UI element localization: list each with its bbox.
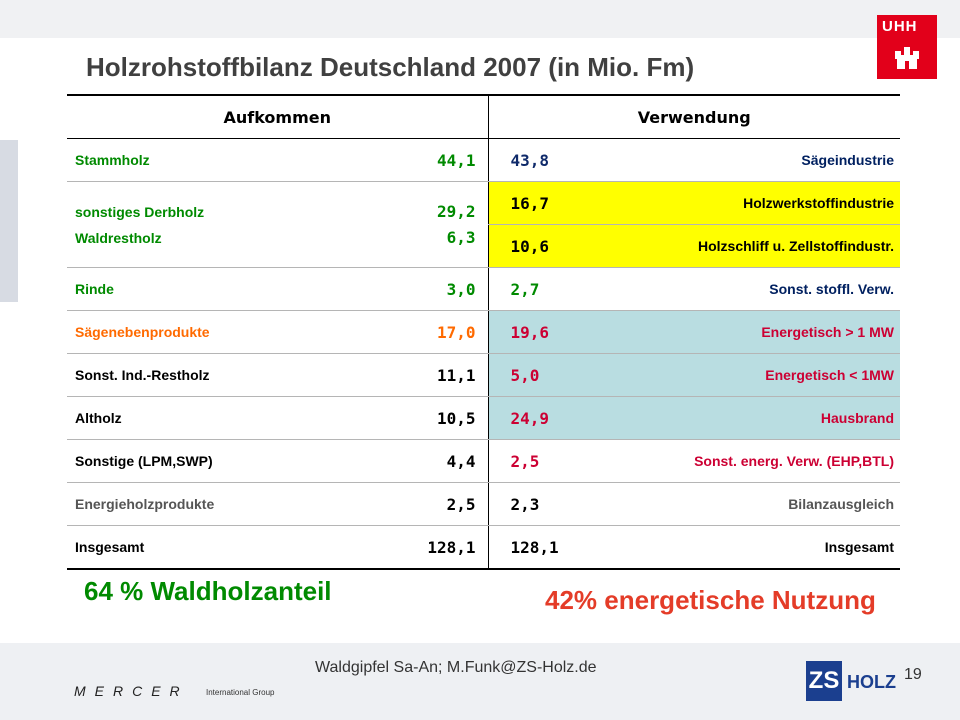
source-value: 6,3 (446, 227, 476, 247)
source-label: Sonstige (LPM,SWP) (67, 439, 292, 483)
source-label: Sonst. Ind.-Restholz (67, 353, 292, 397)
balance-table: Aufkommen Verwendung Stammholz 44,1 43,8… (67, 94, 900, 570)
table-row: Insgesamt 128,1 128,1 Insgesamt (67, 525, 900, 570)
source-value: 17,0 (292, 310, 488, 354)
use-value: 2,3 (487, 482, 582, 526)
use-label: Bilanzausgleich (582, 482, 900, 526)
uhh-logo-text: UHH (882, 18, 918, 35)
table-row: Altholz 10,5 24,9 Hausbrand (67, 396, 900, 440)
source-value: 2,5 (292, 482, 488, 526)
source-label: Waldrestholz (75, 229, 162, 246)
use-label: Hausbrand (582, 396, 900, 440)
header-aufkommen: Aufkommen (67, 94, 488, 139)
use-label: Holzschliff u. Zellstoffindustr. (582, 224, 900, 268)
uhh-logo: UHH (877, 15, 937, 79)
use-value: 5,0 (487, 353, 582, 397)
table-row: sonstiges Derbholz Waldrestholz 29,2 6,3… (67, 181, 900, 268)
castle-icon (895, 47, 919, 69)
footer-text: Waldgipfel Sa-An; M.Funk@ZS-Holz.de (315, 659, 597, 676)
use-label: Sägeindustrie (582, 138, 900, 182)
use-value: 10,6 (487, 224, 582, 268)
source-label: Stammholz (67, 138, 292, 182)
source-label-group: sonstiges Derbholz Waldrestholz (67, 181, 292, 268)
source-value: 128,1 (292, 525, 488, 570)
waldholz-share: 64 % Waldholzanteil (84, 576, 332, 606)
source-value: 3,0 (292, 267, 488, 311)
use-label: Insgesamt (582, 525, 900, 570)
source-label: Insgesamt (67, 525, 292, 570)
source-value: 11,1 (292, 353, 488, 397)
source-label: Altholz (67, 396, 292, 440)
source-value-group: 29,2 6,3 (292, 181, 488, 268)
use-label: Energetisch > 1 MW (582, 310, 900, 354)
waldholz-box: 64 % Waldholzanteil (76, 573, 396, 619)
footer-band (0, 643, 960, 720)
use-label: Sonst. stoffl. Verw. (582, 267, 900, 311)
use-value: 24,9 (487, 396, 582, 440)
source-label: Rinde (67, 267, 292, 311)
source-label: Sägenebenprodukte (67, 310, 292, 354)
use-value: 2,7 (487, 267, 582, 311)
slide-title: Holzrohstoffbilanz Deutschland 2007 (in … (86, 52, 695, 82)
table-row: 10,6 Holzschliff u. Zellstoffindustr. (67, 224, 900, 268)
use-value: 16,7 (487, 181, 582, 225)
use-value: 19,6 (487, 310, 582, 354)
table-row: Sägenebenprodukte 17,0 19,6 Energetisch … (67, 310, 900, 354)
zs-holz-logo: ZS (806, 661, 842, 701)
use-value: 128,1 (487, 525, 582, 570)
header-verwendung: Verwendung (487, 94, 900, 139)
page-number: 19 (904, 666, 922, 683)
table-row: Stammholz 44,1 43,8 Sägeindustrie (67, 138, 900, 182)
source-value: 29,2 (436, 201, 476, 221)
energetic-share: 42% energetische Nutzung (545, 585, 876, 615)
use-value: 2,5 (487, 439, 582, 483)
source-label: sonstiges Derbholz (75, 203, 205, 220)
mercer-logo-subtitle: International Group (206, 688, 275, 697)
source-value: 10,5 (292, 396, 488, 440)
source-value: 44,1 (292, 138, 488, 182)
use-label: Holzwerkstoffindustrie (582, 181, 900, 225)
table-row: Energieholzprodukte 2,5 2,3 Bilanzausgle… (67, 482, 900, 526)
table-row: Sonst. Ind.-Restholz 11,1 5,0 Energetisc… (67, 353, 900, 397)
source-label: Energieholzprodukte (67, 482, 292, 526)
use-value: 43,8 (487, 138, 582, 182)
use-label: Energetisch < 1MW (582, 353, 900, 397)
left-accent-bar (0, 140, 18, 302)
table-row: Sonstige (LPM,SWP) 4,4 2,5 Sonst. energ.… (67, 439, 900, 483)
source-value: 4,4 (292, 439, 488, 483)
mercer-logo: MERCER (74, 683, 189, 699)
use-label: Sonst. energ. Verw. (EHP,BTL) (582, 439, 900, 483)
table-row: Rinde 3,0 2,7 Sonst. stoffl. Verw. (67, 267, 900, 311)
top-band (0, 0, 960, 38)
zs-holz-logo-text: HOLZ (847, 672, 896, 692)
